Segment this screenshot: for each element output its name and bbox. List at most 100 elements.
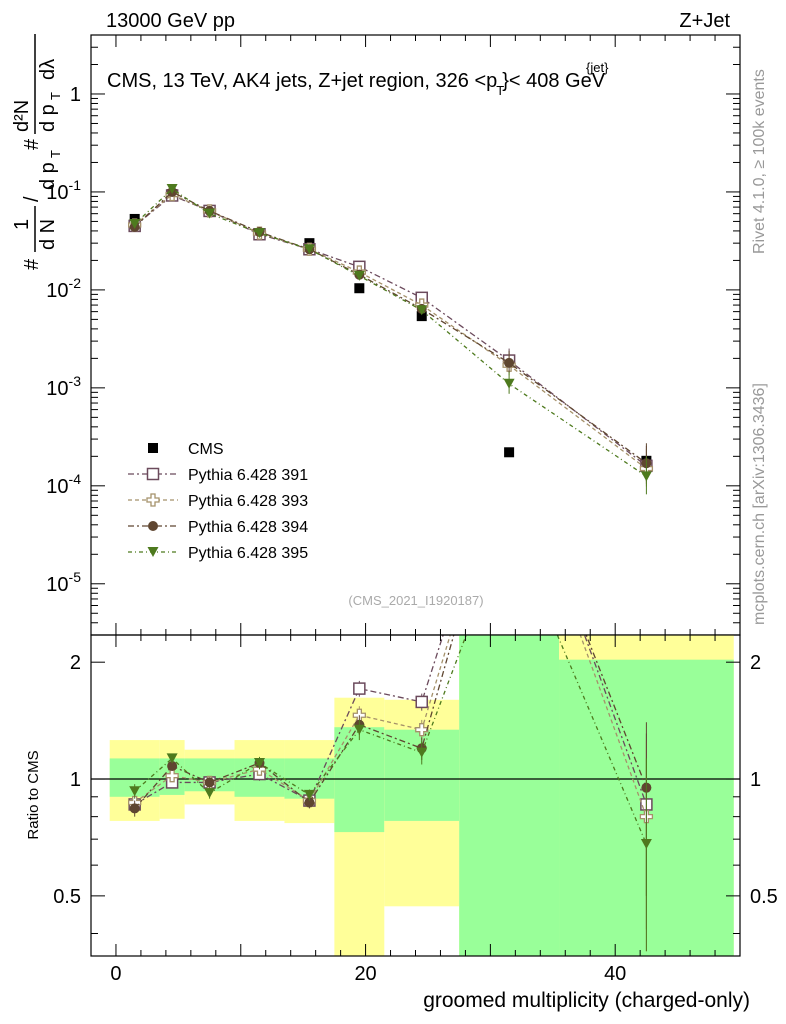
main-point-p395 [353, 270, 365, 281]
main-point-p395 [166, 184, 178, 195]
legend: CMS Pythia 6.428 391 Pythia 6.428 393 Pythi… [128, 441, 308, 562]
header-left: 13000 GeV pp [106, 10, 235, 32]
ratio-y-label: Ratio to CMS [25, 750, 42, 839]
y-label-dpTdl: d p [37, 104, 59, 132]
main-line-p393 [134, 193, 647, 470]
ratio-y-tick-label: 1 [70, 769, 81, 791]
y-label-dN: d N [37, 219, 59, 250]
legend-entry-p391: Pythia 6.428 391 [128, 467, 308, 484]
y-label-T: T [48, 150, 63, 158]
main-line-p395 [134, 188, 647, 477]
ratio-y-tick-label-right: 0.5 [750, 886, 778, 908]
plot-title-end: }< 408 GeV [502, 70, 606, 92]
ratio-line-p395 [134, 635, 647, 845]
main-series-cms [129, 189, 652, 466]
main-point-p395 [129, 219, 141, 230]
main-line-p394 [134, 191, 647, 464]
y-label-slash: / [21, 196, 43, 202]
main-point-cms [416, 311, 427, 322]
legend-marker-p393 [146, 493, 160, 507]
ratio-point-p395 [204, 788, 216, 799]
ratio-point-p391 [353, 682, 366, 695]
main-y-tick-label: 10-2 [46, 275, 81, 302]
legend-marker-p395 [147, 547, 159, 557]
ratio-point-p394 [304, 797, 315, 808]
legend-marker-p391 [146, 467, 160, 481]
main-point-cms [354, 283, 365, 294]
main-y-tick-label: 10-4 [46, 471, 81, 498]
main-marks [128, 184, 654, 495]
ratio-panel: 0 20 40 0.5 0.5 1 1 2 2 [53, 634, 778, 985]
main-y-tick-label: 10-5 [46, 569, 81, 596]
main-point-p395 [640, 471, 652, 482]
y-label-d2N: d²N [11, 100, 33, 132]
ratio-y-tick-label-right: 1 [750, 769, 761, 791]
ratio-marks [128, 635, 654, 952]
ratio-point-p395 [416, 747, 428, 758]
main-line-p391 [134, 194, 647, 467]
ratio-y-tick-label: 0.5 [53, 886, 81, 908]
main-point-p395 [303, 244, 315, 255]
ratio-point-p395 [640, 839, 652, 850]
watermark: (CMS_2021_I1920187) [348, 593, 483, 608]
ratio-point-p395 [253, 757, 265, 768]
ratio-point-p391 [415, 695, 428, 709]
legend-entry-p395: Pythia 6.428 395 [128, 545, 308, 562]
main-series-p395 [129, 184, 652, 495]
y-label-dpT: d p [37, 162, 59, 190]
mcplots-text: mcplots.cern.ch [arXiv:1306.3436] [751, 383, 768, 625]
rivet-text: Rivet 4.1.0, ≥ 100k events [751, 69, 768, 254]
ratio-point-p395 [303, 789, 315, 800]
x-tick-label: 20 [354, 963, 376, 985]
x-tick-label: 40 [604, 963, 626, 985]
plot-title: CMS, 13 TeV, AK4 jets, Z+jet region, 326… [107, 60, 609, 98]
main-point-p394 [504, 357, 515, 368]
main-ticks: 1 10-1 10-2 10-3 10-4 10-5 [46, 34, 740, 636]
header-right: Z+Jet [679, 10, 730, 32]
x-tick-label: 0 [110, 963, 121, 985]
main-panel: 1 10-1 10-2 10-3 10-4 10-5 [46, 34, 741, 636]
ratio-y-tick-label-right: 2 [750, 652, 761, 674]
main-point-p395 [253, 228, 265, 239]
y-label-hash2: # [21, 138, 43, 150]
legend-entry-p394: Pythia 6.428 394 [128, 519, 308, 536]
ratio-y-tick-label: 2 [70, 652, 81, 674]
legend-marker-p394 [148, 521, 158, 531]
ratio-point-p394 [204, 777, 215, 788]
ratio-point-p393 [415, 723, 429, 737]
ratio-line-p393 [134, 635, 648, 817]
legend-label: Pythia 6.428 394 [188, 519, 308, 536]
legend-entry-cms: CMS [148, 441, 224, 458]
y-label-one: 1 [11, 219, 33, 230]
main-point-p395 [416, 305, 428, 316]
legend-marker-cms [148, 443, 158, 453]
y-label-dlambda: dλ [37, 59, 59, 80]
y-axis-label: # 1 d N / d p T # d²N d p T dλ [11, 34, 63, 270]
legend-entry-p393: Pythia 6.428 393 [128, 493, 308, 510]
y-label-hash: # [21, 258, 43, 270]
plot-title-sub: T [496, 83, 504, 98]
ratio-point-p395 [353, 724, 365, 735]
ratio-point-p395 [129, 786, 141, 797]
ratio-series-group [128, 635, 654, 952]
main-point-p395 [204, 208, 216, 219]
ratio-point-p394 [129, 803, 140, 814]
legend-label: Pythia 6.428 395 [188, 545, 308, 562]
y-label-T2: T [48, 92, 63, 100]
x-axis-label: groomed multiplicity (charged-only) [423, 989, 750, 1012]
main-y-tick-label: 10-1 [46, 177, 81, 204]
plot-title-sup: {jet} [586, 60, 609, 75]
band-green [334, 727, 385, 833]
ratio-series-p395 [129, 635, 652, 952]
svg-text:CMS, 13 TeV, AK4 jets, Z+jet r: CMS, 13 TeV, AK4 jets, Z+jet region, 326… [107, 70, 606, 98]
ratio-point-p394 [167, 761, 178, 772]
legend-label: Pythia 6.428 393 [188, 493, 308, 510]
legend-label: CMS [188, 441, 224, 458]
main-point-cms [504, 447, 515, 458]
main-series-p394 [129, 186, 652, 482]
ratio-point-p395 [166, 753, 178, 764]
band-green [459, 635, 560, 956]
main-point-p395 [503, 378, 515, 389]
plot-title-main: CMS, 13 TeV, AK4 jets, Z+jet region, 326… [107, 70, 497, 92]
